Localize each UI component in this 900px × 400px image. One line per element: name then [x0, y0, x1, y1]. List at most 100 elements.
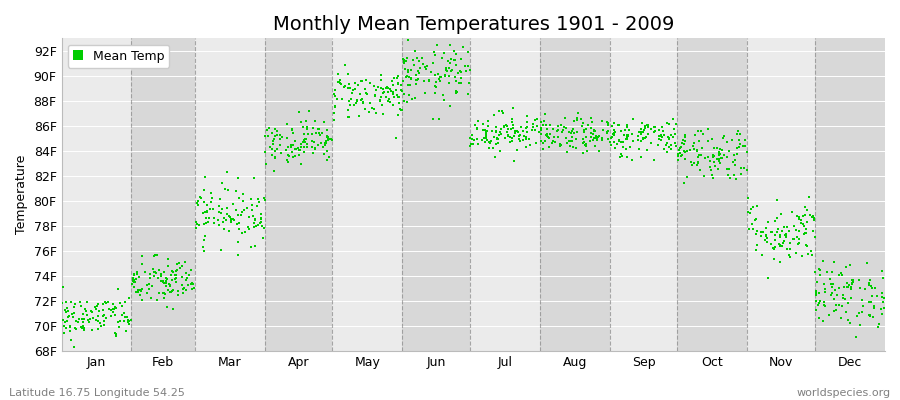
- Point: [273, 142, 287, 148]
- Point: [721, 172, 735, 178]
- Point: [567, 118, 581, 124]
- Point: [464, 134, 478, 141]
- Point: [660, 120, 674, 127]
- Point: [792, 214, 806, 220]
- Point: [562, 138, 576, 144]
- Point: [168, 272, 183, 278]
- Point: [316, 144, 330, 150]
- Point: [77, 306, 92, 312]
- Point: [637, 125, 652, 132]
- Point: [799, 242, 814, 248]
- Point: [126, 278, 140, 284]
- Point: [266, 140, 281, 147]
- Point: [386, 82, 400, 88]
- Point: [436, 96, 451, 103]
- Point: [520, 119, 535, 126]
- Point: [640, 147, 654, 154]
- Point: [266, 146, 280, 152]
- Point: [619, 146, 634, 152]
- Point: [790, 234, 805, 240]
- Bar: [540, 38, 610, 351]
- Point: [435, 55, 449, 62]
- Point: [599, 119, 614, 126]
- Point: [738, 143, 752, 150]
- Point: [534, 127, 548, 133]
- Point: [798, 230, 813, 236]
- Point: [127, 279, 141, 285]
- Point: [488, 154, 502, 161]
- Point: [184, 279, 199, 286]
- Point: [529, 139, 544, 146]
- Point: [767, 256, 781, 262]
- Point: [112, 324, 126, 330]
- Point: [750, 203, 764, 210]
- Point: [607, 127, 621, 133]
- Point: [870, 293, 885, 299]
- Point: [670, 157, 685, 163]
- Point: [719, 139, 733, 146]
- Point: [222, 212, 237, 219]
- Point: [706, 159, 721, 166]
- Point: [428, 90, 442, 96]
- Point: [130, 276, 144, 282]
- Point: [706, 144, 721, 151]
- Point: [501, 131, 516, 138]
- Point: [862, 312, 877, 318]
- Point: [242, 225, 256, 232]
- Point: [245, 202, 259, 208]
- Point: [817, 280, 832, 287]
- Point: [740, 149, 754, 155]
- Point: [861, 299, 876, 305]
- Point: [835, 272, 850, 278]
- Point: [454, 75, 468, 81]
- Point: [735, 142, 750, 149]
- Point: [199, 215, 213, 222]
- Point: [244, 207, 258, 214]
- Point: [723, 175, 737, 182]
- Point: [439, 66, 454, 72]
- Point: [178, 259, 193, 266]
- Point: [706, 153, 721, 160]
- Point: [285, 130, 300, 136]
- Point: [499, 122, 513, 128]
- Text: Latitude 16.75 Longitude 54.25: Latitude 16.75 Longitude 54.25: [9, 388, 184, 398]
- Point: [392, 80, 406, 87]
- Point: [135, 261, 149, 267]
- Point: [505, 138, 519, 144]
- Point: [685, 161, 699, 168]
- Point: [711, 166, 725, 172]
- Point: [614, 139, 628, 146]
- Point: [587, 127, 601, 134]
- Point: [104, 312, 119, 319]
- Point: [355, 96, 369, 102]
- Point: [500, 131, 515, 138]
- Point: [768, 232, 782, 238]
- Point: [832, 285, 846, 291]
- Point: [192, 222, 206, 228]
- Point: [591, 148, 606, 154]
- Point: [230, 239, 245, 246]
- Point: [99, 314, 113, 321]
- Point: [698, 173, 712, 180]
- Point: [325, 136, 339, 143]
- Point: [471, 118, 485, 124]
- Point: [220, 205, 234, 211]
- Point: [176, 289, 191, 296]
- Point: [863, 283, 878, 290]
- Point: [608, 130, 622, 137]
- Point: [80, 298, 94, 305]
- Point: [850, 313, 864, 319]
- Point: [815, 318, 830, 324]
- Point: [148, 269, 163, 276]
- Point: [212, 196, 227, 202]
- Point: [744, 220, 759, 227]
- Point: [319, 139, 333, 146]
- Point: [633, 129, 647, 135]
- Point: [691, 152, 706, 158]
- Point: [108, 330, 122, 337]
- Point: [792, 236, 806, 242]
- Point: [133, 286, 148, 293]
- Point: [506, 122, 520, 128]
- Point: [126, 276, 140, 282]
- Point: [285, 154, 300, 160]
